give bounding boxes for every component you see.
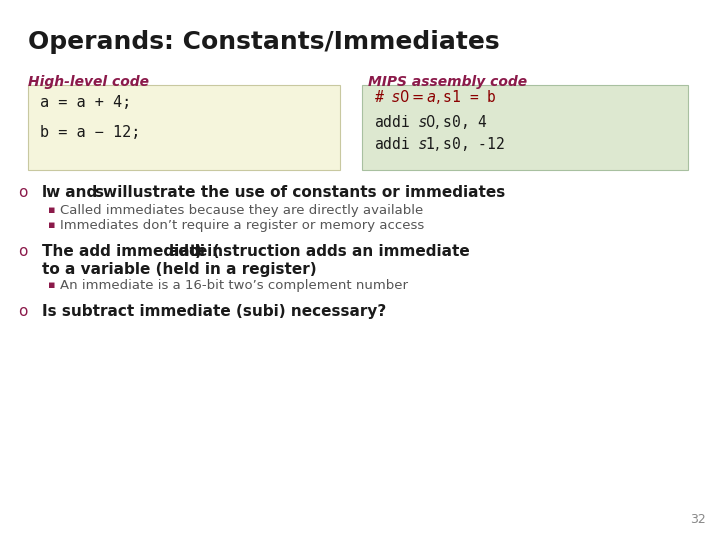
Bar [28, 85, 340, 170]
Text: b = a − 12;: b = a − 12; [40, 125, 140, 140]
Text: ▪: ▪ [48, 220, 55, 230]
Text: ▪: ▪ [48, 205, 55, 215]
Text: addi $s0, $s0, 4: addi $s0, $s0, 4 [374, 113, 487, 131]
Text: illustrate the use of constants or immediates: illustrate the use of constants or immed… [112, 185, 505, 200]
Bar [362, 85, 688, 170]
Text: o: o [18, 244, 27, 259]
Text: Operands: Constants/Immediates: Operands: Constants/Immediates [28, 30, 500, 54]
Text: Called immediates because they are directly available: Called immediates because they are direc… [60, 204, 423, 217]
Text: o: o [18, 185, 27, 200]
Text: MIPS assembly code: MIPS assembly code [368, 75, 527, 89]
Text: ▪: ▪ [48, 280, 55, 290]
Text: lw: lw [42, 185, 61, 200]
Text: addi $s1, $s0, -12: addi $s1, $s0, -12 [374, 135, 505, 153]
Text: to a variable (held in a register): to a variable (held in a register) [42, 262, 317, 277]
Text: The add immediate (: The add immediate ( [42, 244, 220, 259]
Text: An immediate is a 16-bit two’s complement number: An immediate is a 16-bit two’s complemen… [60, 279, 408, 292]
Text: and: and [60, 185, 102, 200]
Text: High-level code: High-level code [28, 75, 149, 89]
Text: Is subtract immediate (subi) necessary?: Is subtract immediate (subi) necessary? [42, 304, 386, 319]
Text: addi: addi [168, 244, 205, 259]
Text: ) instruction adds an immediate: ) instruction adds an immediate [195, 244, 469, 259]
Text: o: o [18, 304, 27, 319]
Text: # $s0 = a, $s1 = b: # $s0 = a, $s1 = b [374, 88, 497, 106]
Text: Immediates don’t require a register or memory access: Immediates don’t require a register or m… [60, 219, 424, 232]
Text: a = a + 4;: a = a + 4; [40, 95, 131, 110]
Text: 32: 32 [690, 513, 706, 526]
Text: sw: sw [94, 185, 117, 200]
